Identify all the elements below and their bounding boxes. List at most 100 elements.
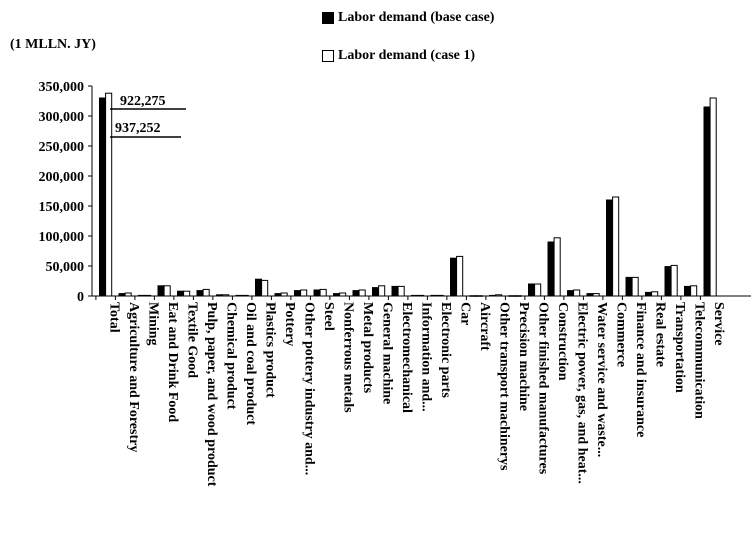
x-tick-label: Textile Good <box>185 302 200 378</box>
bar-base <box>196 290 204 297</box>
y-tick-label: 50,000 <box>46 260 85 275</box>
x-tick-label: Nonferrous metals <box>341 302 356 413</box>
bar-base <box>508 295 516 297</box>
bar-base <box>703 106 711 297</box>
x-tick-label: Construction <box>555 302 570 381</box>
legend-item-base: Labor demand (base case) <box>322 10 494 26</box>
legend-swatch-base <box>322 12 334 24</box>
bar-base <box>274 293 282 297</box>
legend-label-case1: Labor demand (case 1) <box>338 48 476 63</box>
bar-case1 <box>553 237 561 297</box>
y-tick-label: 150,000 <box>39 200 85 215</box>
bar-case1 <box>417 294 425 297</box>
x-tick-label: Finance and insurance <box>633 302 648 437</box>
x-tick-label: Electromechanical <box>399 302 414 413</box>
x-tick-label: Mining <box>146 302 161 346</box>
bar-base <box>469 295 477 297</box>
bar-base <box>664 266 672 297</box>
bar-case1 <box>183 290 191 297</box>
bar-base <box>625 276 633 297</box>
bar-case1 <box>105 92 113 297</box>
legend-swatch-case1 <box>322 50 334 62</box>
bar-case1 <box>378 285 386 297</box>
bar-case1 <box>534 283 542 297</box>
bar-case1 <box>222 294 230 297</box>
y-tick-label: 200,000 <box>39 170 85 185</box>
bar-base <box>235 294 243 297</box>
bar-base <box>177 290 185 297</box>
y-tick-label: 300,000 <box>39 110 85 125</box>
x-tick-label: Information and... <box>419 302 434 412</box>
bar-case1 <box>339 292 347 297</box>
bar-base <box>645 291 653 297</box>
x-tick-label: Electronic parts <box>438 302 453 398</box>
bar-case1 <box>456 255 464 297</box>
x-tick-label: Steel <box>321 302 336 331</box>
bar-base <box>684 285 692 297</box>
bar-base <box>118 293 126 297</box>
bar-case1 <box>573 289 581 297</box>
x-tick-label: Telecommunication <box>692 302 707 419</box>
unit-label: (1 MLLN. JY) <box>10 37 96 52</box>
x-tick-label: Eat and Drink Food <box>165 302 180 422</box>
bar-base <box>294 290 302 297</box>
bar-base <box>606 199 614 297</box>
bar-base <box>450 257 458 297</box>
x-tick-label: Other finished manufactures <box>536 302 551 475</box>
bar-case1 <box>514 295 522 297</box>
bar-case1 <box>397 285 405 297</box>
x-tick-label: Aircraft <box>477 302 492 351</box>
bar-base <box>586 293 594 297</box>
bar-case1 <box>631 276 639 297</box>
bar-base <box>372 287 380 297</box>
bar-case1 <box>436 294 444 297</box>
bar-base <box>313 289 321 297</box>
bar-case1 <box>124 292 132 297</box>
bar-case1 <box>319 288 327 297</box>
bar-case1 <box>670 264 678 297</box>
x-tick-label: Precision machine <box>516 302 531 411</box>
bar-case1 <box>202 288 210 297</box>
annotation-label: 937,252 <box>115 121 161 136</box>
bar-base <box>411 294 419 297</box>
bar-case1 <box>495 294 503 297</box>
x-tick-label: Service <box>711 302 726 346</box>
x-tick-label: Other transport machinerys <box>497 302 512 471</box>
bar-base <box>391 285 399 297</box>
bar-base <box>567 290 575 297</box>
bar-case1 <box>709 97 717 297</box>
bar-case1 <box>358 289 366 297</box>
y-tick-label: 250,000 <box>39 140 85 155</box>
bar-base <box>333 293 341 297</box>
bar-base <box>430 294 438 297</box>
bar-case1 <box>163 285 171 297</box>
x-tick-label: Metal products <box>360 302 375 394</box>
x-tick-label: Oil and coal product <box>243 302 258 425</box>
x-tick-label: Agriculture and Forestry <box>126 302 141 452</box>
bar-base <box>99 97 107 297</box>
bar-case1 <box>261 279 269 297</box>
bar-base <box>547 241 555 297</box>
bar-base <box>255 278 263 297</box>
bar-base <box>138 294 146 297</box>
x-tick-label: Total <box>107 302 122 333</box>
annotation-label: 922,275 <box>120 94 166 109</box>
bar-case1 <box>475 295 483 297</box>
y-tick-label: 100,000 <box>39 230 85 245</box>
y-tick-label: 350,000 <box>39 80 85 95</box>
y-tick-label: 0 <box>77 290 84 305</box>
x-tick-label: Commerce <box>614 302 629 367</box>
bar-case1 <box>241 294 249 297</box>
legend-item-case1: Labor demand (case 1) <box>322 48 475 64</box>
bar-base <box>528 283 536 297</box>
x-tick-label: Other pottery industry and... <box>302 302 317 475</box>
bar-case1 <box>592 293 600 297</box>
x-tick-label: Electric power, gas, and heat... <box>575 302 590 484</box>
x-tick-label: General machine <box>380 302 395 404</box>
bar-case1 <box>144 294 152 297</box>
bar-base <box>352 290 360 297</box>
legend-label-base: Labor demand (base case) <box>338 10 495 25</box>
bar-base <box>489 294 497 297</box>
x-tick-label: Water service and waste... <box>594 302 609 457</box>
